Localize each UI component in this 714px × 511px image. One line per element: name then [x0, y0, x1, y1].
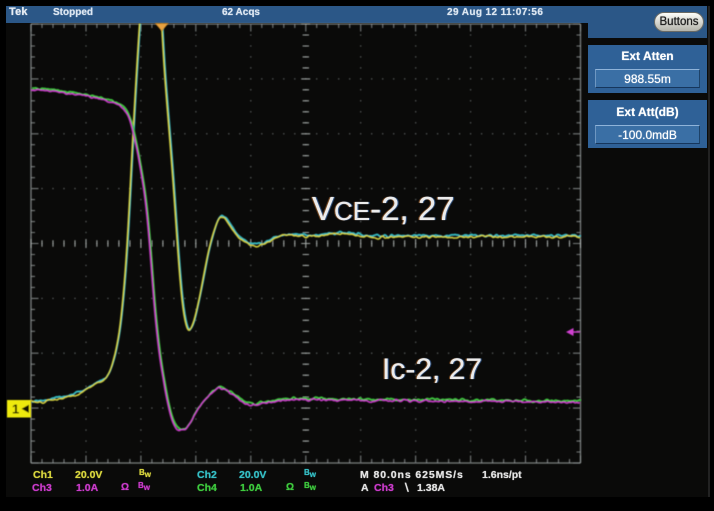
svg-text:1: 1	[12, 402, 19, 417]
